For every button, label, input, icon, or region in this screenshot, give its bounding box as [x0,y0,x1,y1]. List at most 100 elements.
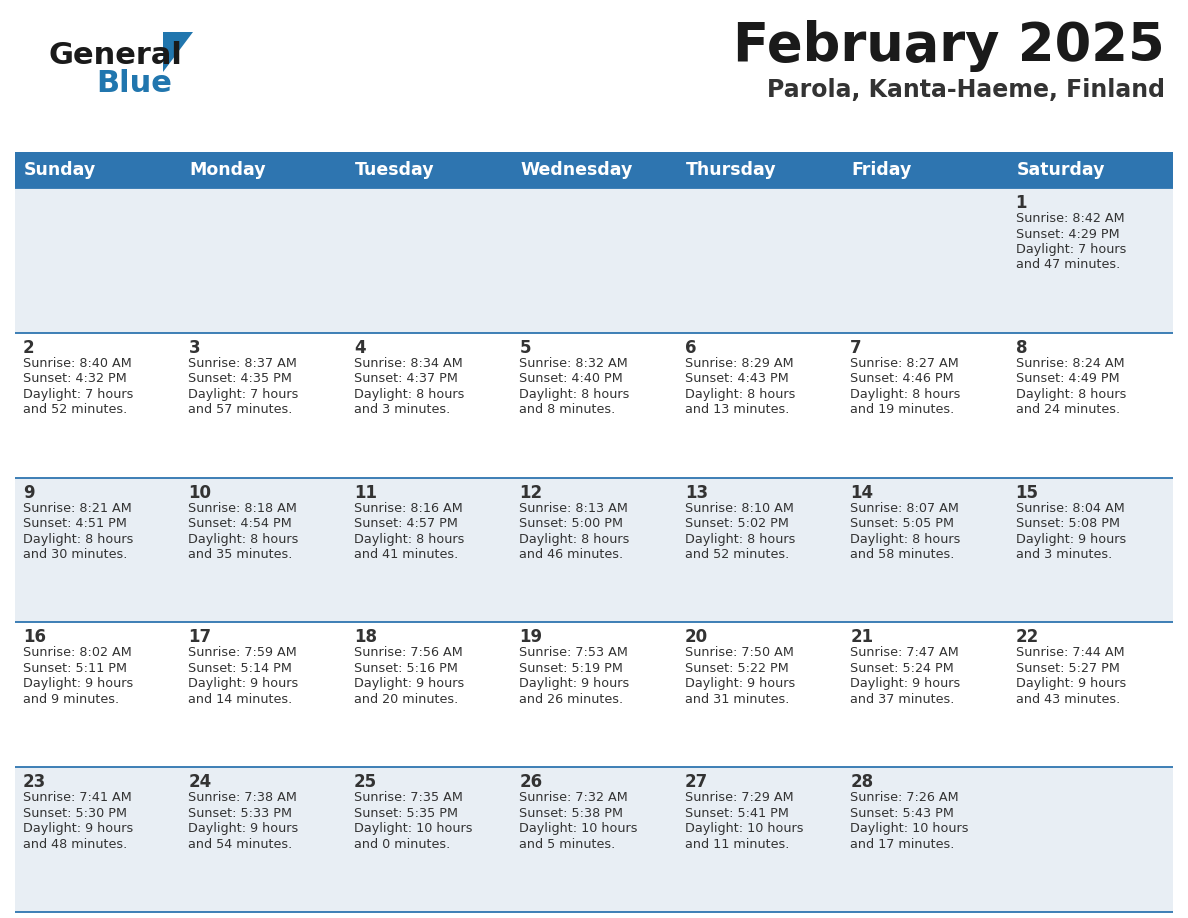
Text: 8: 8 [1016,339,1028,357]
Text: and 3 minutes.: and 3 minutes. [1016,548,1112,561]
Text: and 35 minutes.: and 35 minutes. [189,548,292,561]
Text: 5: 5 [519,339,531,357]
Text: Sunset: 5:05 PM: Sunset: 5:05 PM [851,517,954,530]
Text: Daylight: 9 hours: Daylight: 9 hours [519,677,630,690]
Bar [842,152,1007,188]
Bar [15,188,1173,333]
Text: Sunset: 5:00 PM: Sunset: 5:00 PM [519,517,624,530]
Text: Sunrise: 8:32 AM: Sunrise: 8:32 AM [519,357,628,370]
Text: 12: 12 [519,484,543,501]
Text: Daylight: 7 hours: Daylight: 7 hours [189,387,299,401]
Text: and 9 minutes.: and 9 minutes. [23,693,119,706]
Text: and 11 minutes.: and 11 minutes. [684,838,789,851]
Text: Sunrise: 8:07 AM: Sunrise: 8:07 AM [851,501,959,515]
Text: and 17 minutes.: and 17 minutes. [851,838,954,851]
Text: Saturday: Saturday [1017,161,1105,179]
Text: Sunrise: 7:53 AM: Sunrise: 7:53 AM [519,646,628,659]
Text: Sunrise: 7:47 AM: Sunrise: 7:47 AM [851,646,959,659]
Text: Sunset: 4:40 PM: Sunset: 4:40 PM [519,373,623,386]
Text: Sunrise: 8:29 AM: Sunrise: 8:29 AM [684,357,794,370]
Text: Sunset: 4:29 PM: Sunset: 4:29 PM [1016,228,1119,241]
Bar [15,477,1173,622]
Text: Sunrise: 8:02 AM: Sunrise: 8:02 AM [23,646,132,659]
Text: 1: 1 [1016,194,1028,212]
Text: Sunrise: 8:24 AM: Sunrise: 8:24 AM [1016,357,1124,370]
Text: Sunrise: 7:59 AM: Sunrise: 7:59 AM [189,646,297,659]
Bar [677,152,842,188]
Text: 17: 17 [189,629,211,646]
Text: Sunset: 5:41 PM: Sunset: 5:41 PM [684,807,789,820]
Text: 25: 25 [354,773,377,791]
Text: Daylight: 10 hours: Daylight: 10 hours [851,823,968,835]
Text: and 58 minutes.: and 58 minutes. [851,548,954,561]
Text: 13: 13 [684,484,708,501]
Text: Sunrise: 7:44 AM: Sunrise: 7:44 AM [1016,646,1124,659]
Text: Sunset: 4:37 PM: Sunset: 4:37 PM [354,373,457,386]
Text: Sunset: 5:27 PM: Sunset: 5:27 PM [1016,662,1119,675]
Text: Daylight: 9 hours: Daylight: 9 hours [1016,532,1126,545]
Text: Friday: Friday [851,161,911,179]
Text: 24: 24 [189,773,211,791]
Text: and 0 minutes.: and 0 minutes. [354,838,450,851]
Text: Sunset: 4:54 PM: Sunset: 4:54 PM [189,517,292,530]
Text: February 2025: February 2025 [733,20,1165,72]
Bar [346,152,511,188]
Text: Sunrise: 7:32 AM: Sunrise: 7:32 AM [519,791,628,804]
Text: Daylight: 8 hours: Daylight: 8 hours [354,387,465,401]
Text: 22: 22 [1016,629,1038,646]
Text: Sunset: 5:19 PM: Sunset: 5:19 PM [519,662,624,675]
Text: Daylight: 8 hours: Daylight: 8 hours [1016,387,1126,401]
Text: and 24 minutes.: and 24 minutes. [1016,403,1120,416]
Text: Daylight: 9 hours: Daylight: 9 hours [1016,677,1126,690]
Bar [15,622,1173,767]
Text: Daylight: 8 hours: Daylight: 8 hours [519,532,630,545]
Text: Daylight: 9 hours: Daylight: 9 hours [851,677,960,690]
Text: Daylight: 8 hours: Daylight: 8 hours [684,387,795,401]
Text: Sunset: 5:16 PM: Sunset: 5:16 PM [354,662,457,675]
Text: 9: 9 [23,484,34,501]
Text: Sunday: Sunday [24,161,96,179]
Text: Wednesday: Wednesday [520,161,633,179]
Bar [511,152,677,188]
Text: and 13 minutes.: and 13 minutes. [684,403,789,416]
Text: and 47 minutes.: and 47 minutes. [1016,259,1120,272]
Text: 11: 11 [354,484,377,501]
Text: Sunset: 5:11 PM: Sunset: 5:11 PM [23,662,127,675]
Text: Daylight: 8 hours: Daylight: 8 hours [684,532,795,545]
Text: and 43 minutes.: and 43 minutes. [1016,693,1120,706]
Text: Sunrise: 8:13 AM: Sunrise: 8:13 AM [519,501,628,515]
Text: Daylight: 8 hours: Daylight: 8 hours [851,387,961,401]
Text: 7: 7 [851,339,861,357]
Text: and 48 minutes.: and 48 minutes. [23,838,127,851]
Text: Sunset: 4:46 PM: Sunset: 4:46 PM [851,373,954,386]
Text: Daylight: 9 hours: Daylight: 9 hours [23,823,133,835]
Text: Sunset: 5:38 PM: Sunset: 5:38 PM [519,807,624,820]
Text: and 52 minutes.: and 52 minutes. [684,548,789,561]
Text: Sunrise: 8:37 AM: Sunrise: 8:37 AM [189,357,297,370]
Text: and 54 minutes.: and 54 minutes. [189,838,292,851]
Text: Sunrise: 7:29 AM: Sunrise: 7:29 AM [684,791,794,804]
Text: 27: 27 [684,773,708,791]
Text: Sunset: 5:43 PM: Sunset: 5:43 PM [851,807,954,820]
Text: Daylight: 7 hours: Daylight: 7 hours [23,387,133,401]
Text: 15: 15 [1016,484,1038,501]
Text: Sunrise: 8:27 AM: Sunrise: 8:27 AM [851,357,959,370]
Text: Daylight: 10 hours: Daylight: 10 hours [519,823,638,835]
Text: Sunset: 4:43 PM: Sunset: 4:43 PM [684,373,789,386]
Text: Daylight: 9 hours: Daylight: 9 hours [189,677,298,690]
Text: 21: 21 [851,629,873,646]
Text: Daylight: 7 hours: Daylight: 7 hours [1016,243,1126,256]
Text: 3: 3 [189,339,200,357]
Text: and 26 minutes.: and 26 minutes. [519,693,624,706]
Text: 18: 18 [354,629,377,646]
Text: Sunset: 4:49 PM: Sunset: 4:49 PM [1016,373,1119,386]
Text: Sunrise: 7:41 AM: Sunrise: 7:41 AM [23,791,132,804]
Text: 14: 14 [851,484,873,501]
Text: 28: 28 [851,773,873,791]
Text: 23: 23 [23,773,46,791]
Text: Daylight: 10 hours: Daylight: 10 hours [684,823,803,835]
Text: Sunrise: 8:18 AM: Sunrise: 8:18 AM [189,501,297,515]
Text: Sunrise: 7:26 AM: Sunrise: 7:26 AM [851,791,959,804]
Text: Daylight: 8 hours: Daylight: 8 hours [23,532,133,545]
Text: and 31 minutes.: and 31 minutes. [684,693,789,706]
